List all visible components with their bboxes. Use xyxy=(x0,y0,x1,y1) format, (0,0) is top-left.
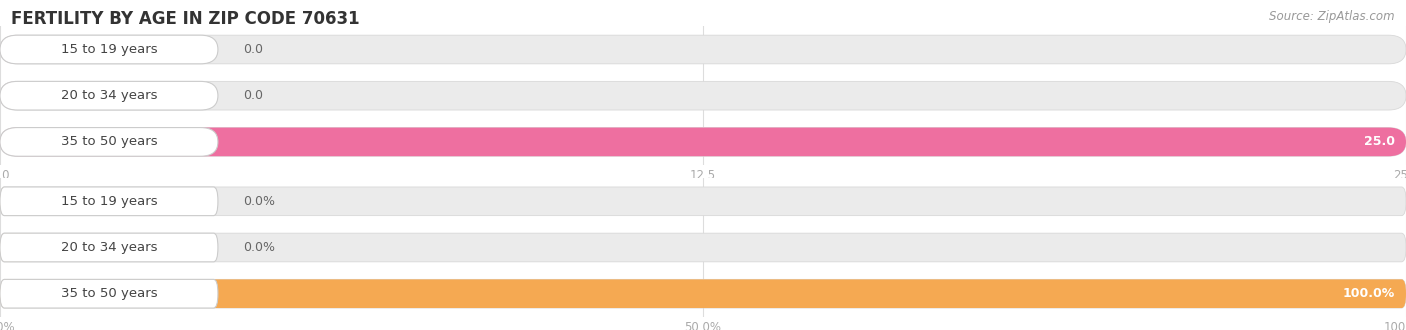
Text: FERTILITY BY AGE IN ZIP CODE 70631: FERTILITY BY AGE IN ZIP CODE 70631 xyxy=(11,10,360,28)
FancyBboxPatch shape xyxy=(0,128,1406,156)
Text: 15 to 19 years: 15 to 19 years xyxy=(60,195,157,208)
FancyBboxPatch shape xyxy=(0,280,218,308)
Text: 0.0%: 0.0% xyxy=(243,195,276,208)
Text: 35 to 50 years: 35 to 50 years xyxy=(60,135,157,148)
Text: 0.0%: 0.0% xyxy=(243,241,276,254)
FancyBboxPatch shape xyxy=(0,82,218,110)
FancyBboxPatch shape xyxy=(0,280,1406,308)
FancyBboxPatch shape xyxy=(0,128,218,156)
Text: 0.0: 0.0 xyxy=(243,43,263,56)
FancyBboxPatch shape xyxy=(0,187,35,215)
FancyBboxPatch shape xyxy=(0,233,218,262)
FancyBboxPatch shape xyxy=(0,82,1406,110)
FancyBboxPatch shape xyxy=(0,187,218,215)
Text: 100.0%: 100.0% xyxy=(1343,287,1395,300)
FancyBboxPatch shape xyxy=(0,233,1406,262)
FancyBboxPatch shape xyxy=(0,35,35,64)
Text: 0.0: 0.0 xyxy=(243,89,263,102)
FancyBboxPatch shape xyxy=(0,233,35,262)
Text: 20 to 34 years: 20 to 34 years xyxy=(60,241,157,254)
FancyBboxPatch shape xyxy=(0,128,1406,156)
FancyBboxPatch shape xyxy=(0,35,218,64)
FancyBboxPatch shape xyxy=(0,280,1406,308)
FancyBboxPatch shape xyxy=(0,187,1406,215)
FancyBboxPatch shape xyxy=(0,82,35,110)
Text: 15 to 19 years: 15 to 19 years xyxy=(60,43,157,56)
Text: 25.0: 25.0 xyxy=(1364,135,1395,148)
Text: 20 to 34 years: 20 to 34 years xyxy=(60,89,157,102)
FancyBboxPatch shape xyxy=(0,35,1406,64)
Text: 35 to 50 years: 35 to 50 years xyxy=(60,287,157,300)
Text: Source: ZipAtlas.com: Source: ZipAtlas.com xyxy=(1270,10,1395,23)
